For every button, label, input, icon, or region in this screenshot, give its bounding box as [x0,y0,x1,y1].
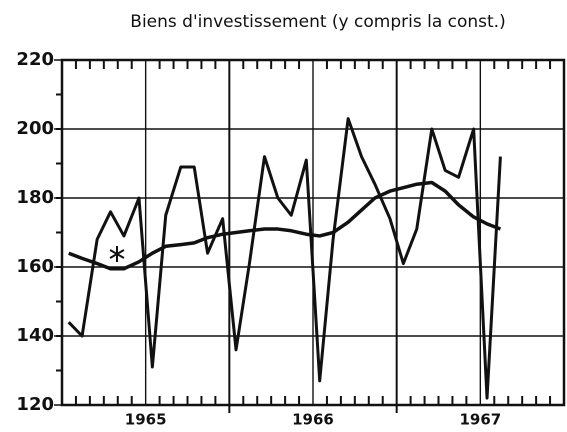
y-tick-label: 220 [16,49,54,70]
series-line [67,117,502,400]
star-marker [109,249,125,259]
y-tick-label: 160 [16,256,54,277]
y-tick-label: 140 [16,325,54,346]
x-tick-label: 1967 [459,411,501,429]
y-tick-label: 180 [16,187,54,208]
x-tick-label: 1966 [292,411,334,429]
plot-frame [60,58,566,407]
x-tick-label: 1965 [125,411,167,429]
series-line [68,180,502,271]
chart-title: Biens d'investissement (y compris la con… [130,12,505,32]
y-tick-label: 120 [16,394,54,415]
y-tick-label: 200 [16,118,54,139]
